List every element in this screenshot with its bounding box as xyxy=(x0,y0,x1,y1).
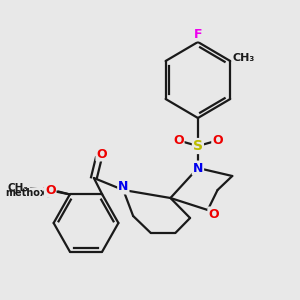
Text: O: O xyxy=(45,184,56,197)
Text: N: N xyxy=(118,181,128,194)
Text: N: N xyxy=(193,161,203,175)
Text: O: O xyxy=(208,208,219,220)
Text: CH₃: CH₃ xyxy=(8,183,29,194)
Text: O: O xyxy=(212,134,223,148)
Text: O: O xyxy=(173,134,184,148)
Text: F: F xyxy=(194,28,202,40)
Text: O: O xyxy=(96,148,107,160)
Text: S: S xyxy=(193,139,203,153)
Text: CH₃: CH₃ xyxy=(233,53,255,63)
Text: O: O xyxy=(41,185,52,198)
Text: methoxy: methoxy xyxy=(5,188,52,198)
